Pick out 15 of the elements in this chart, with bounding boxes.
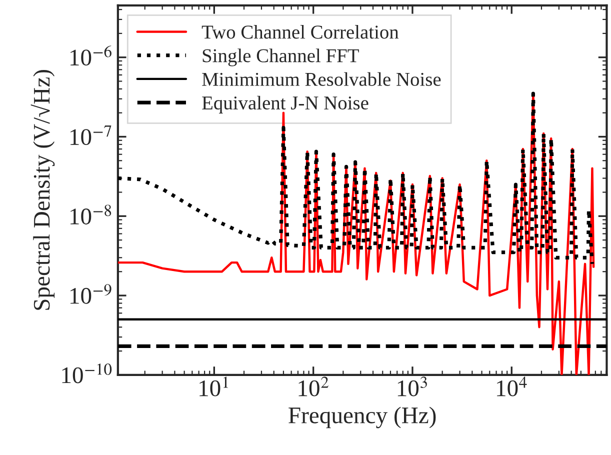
y-tick-label: 10$^{−6}$	[70, 46, 112, 66]
y-axis-title: Spectral Density (V/√Hz)	[30, 70, 55, 310]
x-tick-label: 10$^{1}$	[200, 376, 228, 396]
x-tick-label: 10$^{2}$	[298, 376, 328, 396]
y-tick-label: 10$^{−9}$	[70, 284, 112, 304]
x-tick-label: 10$^{3}$	[398, 376, 427, 396]
y-tick-label: 10$^{−7}$	[70, 126, 112, 146]
y-tick-label: 10$^{−8}$	[70, 204, 112, 224]
y-tick-label: 10$^{−10}$	[62, 364, 112, 384]
legend-label: Minimimum Resolvable Noise	[202, 72, 441, 86]
legend-label: Equivalent J-N Noise	[202, 96, 368, 114]
legend-label: Single Channel FFT	[202, 48, 359, 66]
x-axis-title: Frequency (Hz)	[288, 406, 436, 428]
x-tick-label: 10$^{4}$	[497, 376, 527, 396]
legend-label: Two Channel Correlation	[202, 25, 399, 39]
